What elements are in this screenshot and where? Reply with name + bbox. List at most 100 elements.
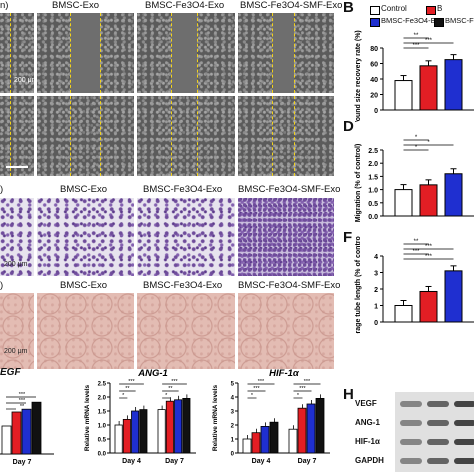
sig-label: *** [128, 379, 135, 385]
y-tick-label: 2.5 [368, 148, 378, 155]
wound-image-r1c0 [0, 13, 34, 93]
sig-label: *** [412, 249, 420, 255]
blot-band [400, 439, 422, 445]
bar [444, 59, 463, 111]
y-tick-label: 1.5 [98, 410, 107, 416]
tube-image-e3 [238, 293, 334, 369]
blot-band [454, 458, 474, 464]
header-smf-exo-a: BMSC-Fe3O4-SMF-Exo [240, 0, 343, 11]
blot-row-label: GAPDH [355, 456, 384, 465]
sig-label: *** [425, 244, 433, 250]
sig-label: * [427, 140, 430, 146]
header-bmsc-exo-c: BMSC-Exo [60, 184, 107, 195]
bar [394, 80, 413, 111]
legend-fe-swatch [370, 18, 380, 27]
legend-control-label: Control [381, 4, 407, 13]
sig-label: *** [19, 392, 26, 398]
wound-image-r1c2 [137, 13, 235, 93]
legend-smf-label: BMSC-F [445, 16, 474, 25]
wound-image-r2c2 [137, 96, 235, 176]
y-tick-label: 40 [370, 77, 378, 84]
legend-control-swatch [370, 6, 380, 15]
y-tick-label: 80 [370, 46, 378, 53]
blot-band [454, 420, 474, 426]
y-axis-label: Average tube length (% of control) [355, 236, 362, 334]
y-tick-label: 3 [231, 410, 235, 416]
tube-image-e1 [37, 293, 134, 369]
bar [1, 425, 12, 455]
blot-band [427, 458, 449, 464]
bar [419, 290, 438, 323]
blot-band [454, 401, 474, 407]
sig-label: ** [168, 386, 173, 392]
row-label-c: ) [0, 184, 4, 195]
sig-label: *** [253, 386, 260, 392]
y-axis-label: Relative mRNA levels [212, 385, 219, 452]
sig-label: * [122, 393, 125, 399]
legend-smf-swatch [434, 18, 444, 27]
sig-label: *** [304, 379, 311, 385]
chart-tube-length: 0 1 2 3 4 Average tube length (% of control) *… [355, 236, 474, 334]
sig-label: * [297, 393, 300, 399]
tube-image-e0 [0, 293, 34, 369]
y-tick-label: 20 [370, 93, 378, 100]
sig-label: *** [425, 254, 433, 260]
y-tick-label: 2.0 [98, 396, 107, 402]
header-bmsc-exo-e: BMSC-Exo [60, 280, 107, 291]
header-smf-exo-e: BMSC-Fe3O4-SMF-Exo [238, 280, 341, 291]
y-tick-label: 2.0 [368, 161, 378, 168]
wound-image-r1c3 [238, 13, 334, 93]
sig-label: ** [125, 386, 130, 392]
sig-label: *** [258, 379, 265, 385]
blot-band [427, 439, 449, 445]
bar [419, 65, 438, 111]
y-tick-label: 1 [231, 438, 235, 444]
scale-bar-label-3: 200 μm [4, 348, 28, 355]
header-fe-exo-c: BMSC-Fe3O4-Exo [143, 184, 223, 195]
sig-label: ** [414, 33, 419, 39]
x-tick-label: Day 4 [252, 458, 271, 465]
bar [174, 399, 183, 454]
y-tick-label: 60 [370, 62, 378, 69]
y-tick-label: 0 [231, 452, 235, 458]
y-tick-label: 2 [231, 424, 235, 430]
transwell-image-c0 [0, 198, 34, 276]
blot-band [427, 420, 449, 426]
y-tick-label: 0.5 [368, 201, 378, 208]
bar [131, 410, 140, 454]
bar [288, 428, 298, 454]
bar [21, 408, 32, 455]
bar [31, 401, 42, 455]
y-tick-label: 4 [374, 254, 378, 261]
y-tick-label: 0 [374, 320, 378, 327]
blot-row-label: VEGF [355, 399, 377, 408]
y-tick-label: 1.0 [98, 424, 107, 430]
blot-band [400, 401, 422, 407]
bar [139, 409, 148, 454]
tube-image-e2 [137, 293, 235, 369]
y-tick-label: 5 [231, 382, 235, 388]
sig-label: ** [414, 239, 419, 245]
y-tick-label: 1 [374, 304, 378, 311]
sig-label: * [251, 393, 254, 399]
legend-fe-label: BMSC-Fe3O4-Exo [381, 16, 444, 25]
wound-image-r2c3 [238, 96, 334, 176]
y-tick-label: 0.5 [98, 438, 107, 444]
y-tick-label: 1.0 [368, 188, 378, 195]
bar [242, 438, 252, 454]
bar [315, 397, 325, 454]
chart-vegf-mrna: ********Day 7 [0, 392, 54, 466]
bar [297, 407, 307, 454]
bar [165, 400, 174, 454]
bar [157, 409, 166, 454]
transwell-image-c1 [37, 198, 134, 276]
bar [11, 411, 22, 455]
qpcr-title-vegf: EGF [0, 367, 21, 378]
panel-letter-d: D [343, 118, 354, 135]
scale-bar-label-2: 200 μm [4, 261, 28, 268]
bar [114, 424, 123, 454]
sig-label: *** [299, 386, 306, 392]
y-tick-label: 0.0 [368, 214, 378, 221]
y-axis-label: Migration (% of control) [355, 144, 362, 223]
